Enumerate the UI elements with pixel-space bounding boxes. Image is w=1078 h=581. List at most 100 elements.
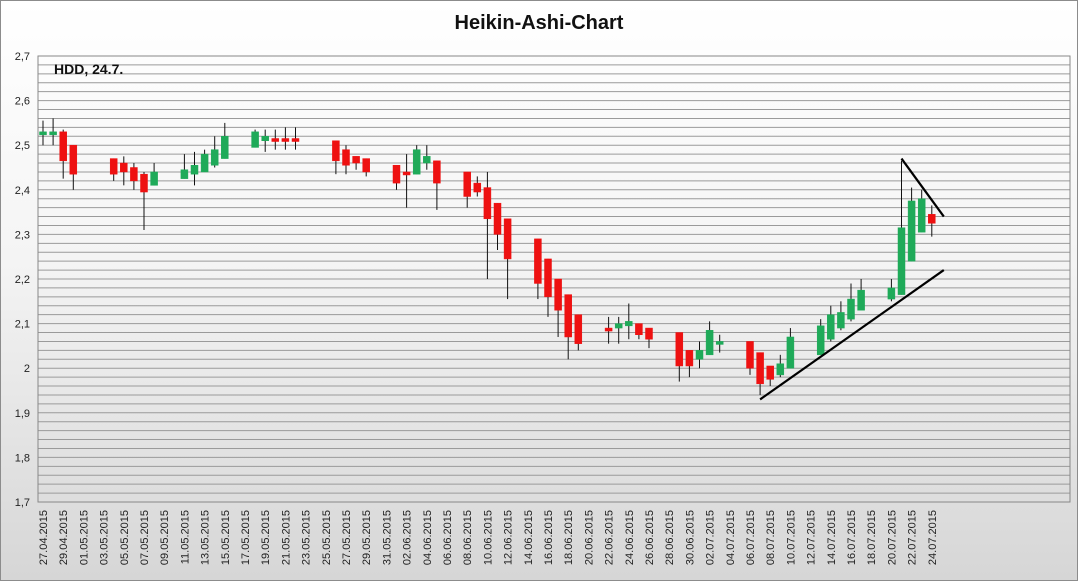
candle-body [786, 336, 795, 369]
x-tick-label: 27.05.2015 [341, 510, 353, 565]
y-tick-label: 2,4 [15, 185, 30, 197]
candle [614, 316, 623, 344]
x-tick-label: 08.06.2015 [462, 510, 474, 565]
y-tick-label: 1,9 [15, 408, 30, 420]
candle [210, 136, 219, 168]
candle [291, 127, 300, 150]
candle [675, 332, 684, 382]
trendline [759, 269, 945, 401]
y-tick-label: 1,8 [15, 452, 30, 464]
x-tick-label: 25.05.2015 [321, 510, 333, 565]
x-tick-label: 07.05.2015 [139, 510, 151, 565]
candle [130, 163, 138, 190]
y-tick-label: 2,1 [15, 319, 30, 331]
x-tick-label: 24.06.2015 [624, 510, 636, 565]
candle-body [362, 158, 370, 173]
candle-body [645, 327, 653, 340]
x-tick-label: 14.06.2015 [523, 510, 535, 565]
x-tick-label: 23.05.2015 [301, 510, 313, 565]
x-tick-label: 20.06.2015 [583, 510, 595, 565]
x-tick-label: 04.06.2015 [422, 510, 434, 565]
candle [332, 140, 340, 175]
x-tick-label: 15.05.2015 [220, 510, 232, 565]
candle-body [251, 131, 259, 148]
candle [907, 187, 916, 262]
y-tick-label: 2,5 [15, 140, 30, 152]
x-tick-label: 10.07.2015 [785, 510, 797, 565]
candle [412, 145, 421, 175]
x-tick-label: 16.07.2015 [846, 510, 858, 565]
candle-body [756, 352, 764, 385]
candle [917, 189, 926, 233]
candle [392, 165, 401, 190]
candle [756, 352, 764, 395]
y-axis: 1,7 1,8 1,9 2 2,1 2,2 2,3 2,4 2,5 2,6 2,7 [15, 51, 30, 509]
x-tick-label: 18.06.2015 [563, 510, 575, 565]
candle-body [766, 365, 774, 380]
candle [645, 327, 653, 349]
candle [261, 129, 269, 152]
x-tick-label: 06.07.2015 [745, 510, 757, 565]
candle [897, 160, 906, 295]
candle [473, 176, 482, 197]
candle-body [483, 187, 492, 220]
candle [746, 341, 754, 375]
candle-body [221, 136, 229, 159]
x-tick-label: 14.07.2015 [826, 510, 838, 565]
y-tick-label: 2,6 [15, 96, 30, 108]
candle-body [604, 327, 613, 332]
candle-body [412, 149, 421, 175]
candle-body [907, 200, 916, 262]
candle-body [59, 131, 67, 162]
candle [534, 238, 542, 300]
candle [433, 160, 441, 210]
candle-body [140, 173, 148, 193]
candle [180, 154, 189, 179]
candle [604, 316, 613, 344]
x-tick-label: 22.07.2015 [907, 510, 919, 565]
candle-body [180, 169, 189, 179]
candle-body [705, 330, 714, 356]
y-tick-label: 2,3 [15, 229, 30, 241]
candle-body [574, 314, 583, 344]
trendline [900, 157, 945, 218]
candle-body [281, 138, 290, 142]
candle-body [352, 156, 360, 164]
x-tick-label: 10.06.2015 [482, 510, 494, 565]
candle [837, 301, 845, 331]
candle [786, 328, 795, 369]
x-tick-label: 31.05.2015 [381, 510, 393, 565]
candle [847, 283, 855, 322]
candle-body [746, 341, 754, 369]
candle-body [493, 202, 502, 235]
candle [827, 305, 835, 342]
x-tick-label: 02.06.2015 [402, 510, 414, 565]
candle-body [463, 171, 471, 197]
candle [695, 341, 704, 369]
candle [200, 149, 209, 173]
x-tick-label: 11.05.2015 [179, 510, 191, 564]
candle [705, 321, 714, 356]
candle [39, 120, 47, 146]
candle-body [109, 158, 118, 175]
candle-body [473, 182, 482, 193]
candle-body [190, 165, 199, 175]
candle [251, 129, 259, 148]
candle-body [503, 218, 512, 260]
x-tick-label: 18.07.2015 [866, 510, 878, 565]
candle [140, 171, 148, 230]
candle-body [625, 321, 633, 327]
candle [190, 151, 199, 186]
candle [635, 323, 643, 340]
candle-body [49, 131, 57, 136]
gridlines [38, 55, 1070, 503]
candle [625, 303, 633, 340]
candle-body [554, 278, 562, 311]
x-tick-label: 17.05.2015 [240, 510, 252, 565]
candle-body [827, 314, 835, 340]
candle [69, 144, 78, 190]
x-tick-label: 30.06.2015 [684, 510, 696, 565]
candle-body [857, 289, 865, 311]
candle-body [271, 138, 280, 142]
